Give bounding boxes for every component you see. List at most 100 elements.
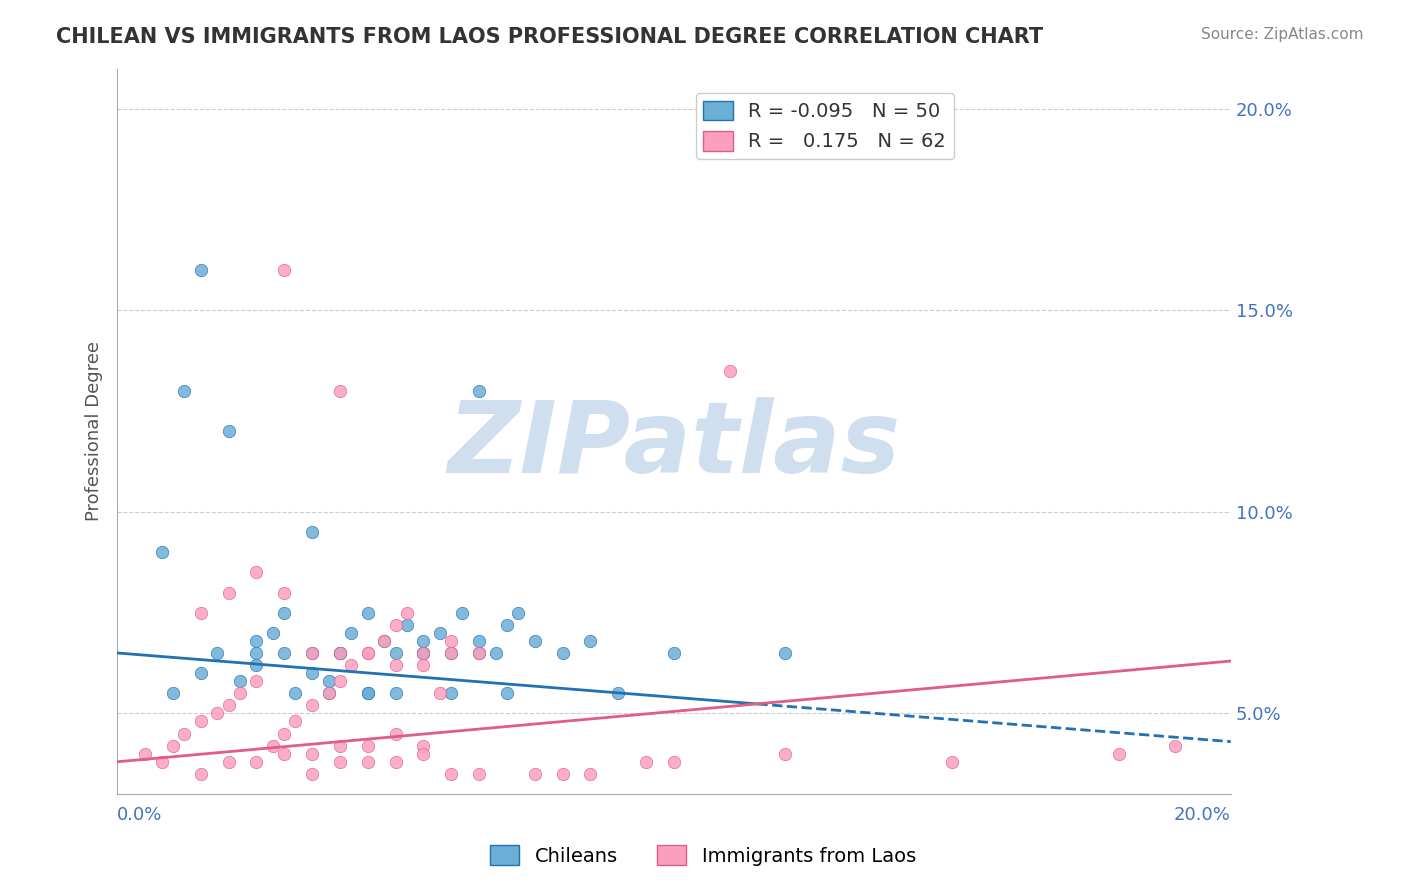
Text: CHILEAN VS IMMIGRANTS FROM LAOS PROFESSIONAL DEGREE CORRELATION CHART: CHILEAN VS IMMIGRANTS FROM LAOS PROFESSI… [56,27,1043,46]
Point [357,686,380,700]
Point [228,686,250,700]
Point [218,424,240,438]
Point [412,633,434,648]
Point [384,617,406,632]
Point [662,755,685,769]
Text: ZIPatlas: ZIPatlas [447,397,900,494]
Point [318,674,340,689]
Point [329,646,352,660]
Point [190,606,212,620]
Point [301,747,323,761]
Point [468,633,491,648]
Point [273,726,295,740]
Text: Source: ZipAtlas.com: Source: ZipAtlas.com [1201,27,1364,42]
Point [273,646,295,660]
Point [318,686,340,700]
Point [162,739,184,753]
Point [468,767,491,781]
Point [551,646,574,660]
Point [245,633,267,648]
Point [301,646,323,660]
Point [373,633,395,648]
Point [273,747,295,761]
Point [357,646,380,660]
Point [607,686,630,700]
Point [551,767,574,781]
Point [245,674,267,689]
Point [357,686,380,700]
Point [245,755,267,769]
Point [329,384,352,398]
Point [523,767,546,781]
Point [134,747,156,761]
Point [412,739,434,753]
Point [207,646,229,660]
Point [340,625,363,640]
Point [245,646,267,660]
Point [523,633,546,648]
Point [384,658,406,673]
Point [451,606,474,620]
Point [485,646,508,660]
Point [412,658,434,673]
Point [150,545,173,559]
Point [440,767,463,781]
Point [636,755,658,769]
Y-axis label: Professional Degree: Professional Degree [86,342,103,521]
Point [440,646,463,660]
Point [340,658,363,673]
Point [384,755,406,769]
Point [190,263,212,277]
Point [506,606,529,620]
Point [173,384,195,398]
Point [190,767,212,781]
Point [373,633,395,648]
Point [429,686,451,700]
Point [301,666,323,681]
Point [329,646,352,660]
Point [284,686,307,700]
Point [218,755,240,769]
Point [412,646,434,660]
Point [329,646,352,660]
Point [301,698,323,713]
Point [579,633,602,648]
Point [301,646,323,660]
Point [775,646,797,660]
Point [384,726,406,740]
Point [273,606,295,620]
Point [162,686,184,700]
Point [245,658,267,673]
Point [357,606,380,620]
Point [173,726,195,740]
Point [273,263,295,277]
Point [412,646,434,660]
Point [496,686,519,700]
Point [357,755,380,769]
Point [357,646,380,660]
Point [440,633,463,648]
Point [228,674,250,689]
Point [718,364,741,378]
Point [284,714,307,729]
Point [207,706,229,721]
Point [468,646,491,660]
Point [412,747,434,761]
Point [190,714,212,729]
Point [150,755,173,769]
Point [412,646,434,660]
Point [468,646,491,660]
Point [496,617,519,632]
Point [429,625,451,640]
Point [329,755,352,769]
Point [190,666,212,681]
Point [395,617,418,632]
Point [395,606,418,620]
Point [301,767,323,781]
Point [262,739,284,753]
Point [1108,747,1130,761]
Point [218,585,240,599]
Text: 0.0%: 0.0% [117,806,163,824]
Point [218,698,240,713]
Point [384,646,406,660]
